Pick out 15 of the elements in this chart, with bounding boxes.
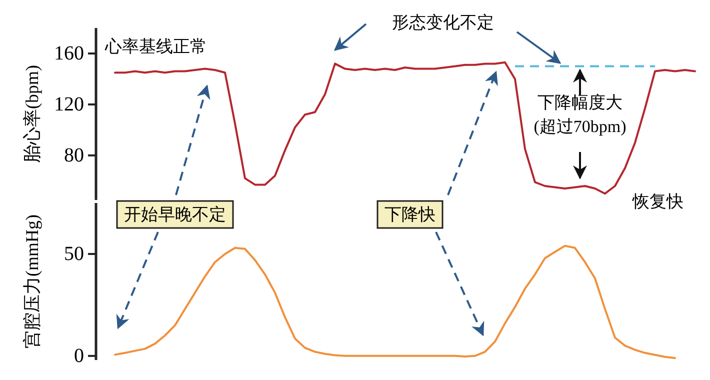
annotation: 心率基线正常 (104, 37, 207, 56)
annotation: 下降幅度大 (超过70bpm) (534, 93, 626, 136)
y-axis-title: 宫腔压力(mmHg) (22, 214, 42, 348)
y-tick-label: 0 (74, 344, 84, 367)
y-tick-label: 160 (54, 42, 84, 64)
y-tick-label: 50 (64, 242, 84, 265)
annotation: 开始早晚不定 (124, 205, 226, 224)
annotation: 形态变化不定 (392, 13, 494, 32)
line-series (114, 61, 696, 195)
line-series (114, 244, 676, 359)
y-tick-label: 120 (54, 93, 84, 116)
y-axis-title: 胎心率(bpm) (22, 65, 42, 163)
y-tick-label: 80 (64, 144, 84, 166)
annotation: 下降快 (384, 205, 436, 224)
annotation: 恢复快 (632, 192, 684, 211)
